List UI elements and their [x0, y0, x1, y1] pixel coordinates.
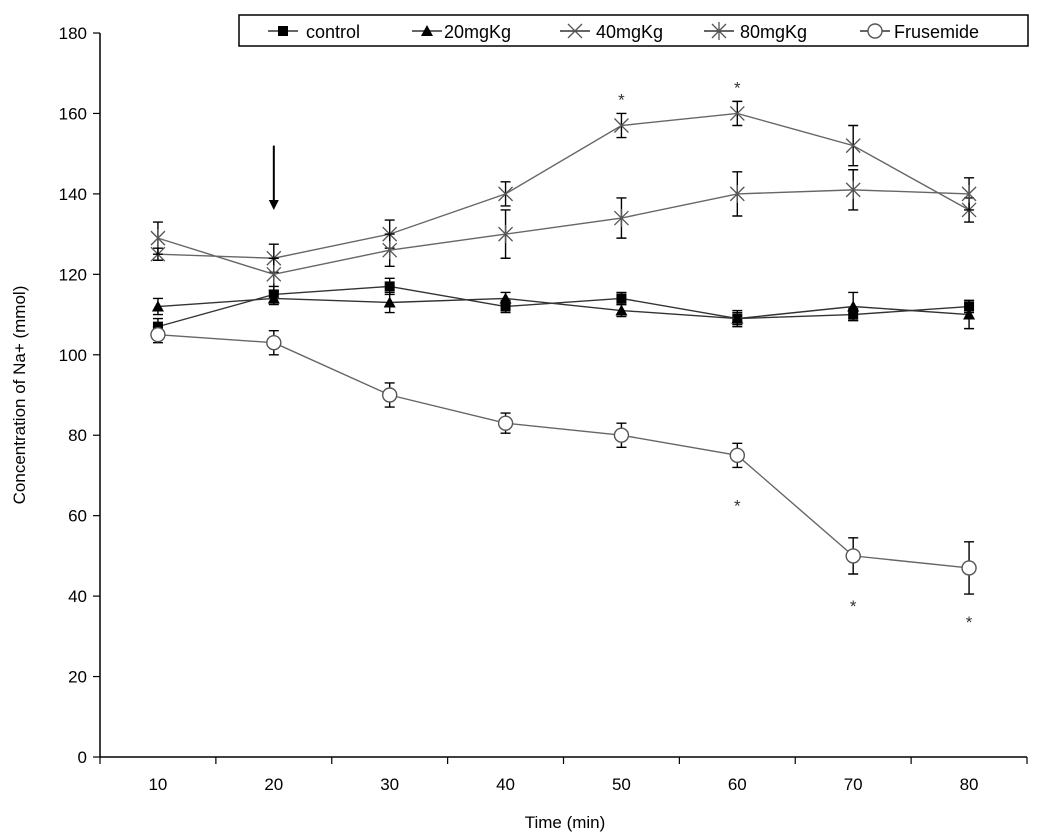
y-tick-label: 140 [59, 185, 87, 204]
y-tick-label: 0 [78, 748, 87, 767]
legend-item-frusemide: Frusemide [860, 22, 979, 42]
point-marker [497, 415, 514, 431]
point-marker [729, 105, 745, 121]
y-axis-title: Concentration of Na+ (mmol) [10, 286, 29, 505]
y-tick-label: 100 [59, 346, 87, 365]
series-20mgkg [151, 291, 976, 330]
series-40mgkg [150, 100, 977, 274]
legend: control 20mgKg 40mgKg 80mgKg Frusemide [238, 14, 1029, 47]
legend-marker-80mgkg [704, 22, 734, 40]
legend-item-control: control [268, 22, 360, 42]
point-marker [150, 229, 166, 248]
legend-label-20mgkg: 20mgKg [444, 22, 511, 42]
y-tick-label: 60 [68, 507, 87, 526]
x-tick-label: 50 [612, 775, 631, 794]
y-tick-label: 80 [68, 426, 87, 445]
point-marker [615, 304, 628, 316]
point-marker [421, 25, 433, 36]
legend-label-40mgkg: 40mgKg [596, 22, 663, 42]
significance-star: * [618, 90, 625, 109]
legend-label-frusemide: Frusemide [894, 22, 979, 42]
point-marker [711, 22, 727, 40]
y-tick-label: 20 [68, 668, 87, 687]
legend-box [238, 14, 1029, 47]
x-axis-title: Time (min) [525, 813, 606, 832]
point-marker [729, 184, 745, 203]
axes [99, 33, 1027, 758]
y-tick-label: 180 [59, 24, 87, 43]
point-marker [384, 281, 395, 292]
point-marker [961, 184, 977, 203]
point-marker [499, 292, 512, 304]
point-marker [267, 292, 280, 304]
x-tick-label: 30 [380, 775, 399, 794]
legend-marker-40mgkg [560, 23, 590, 39]
series-line [157, 189, 970, 276]
legend-item-40mgkg: 40mgKg [560, 22, 663, 42]
point-marker [613, 118, 629, 133]
point-marker [963, 308, 976, 320]
x-tick-label: 60 [728, 775, 747, 794]
point-marker [867, 23, 883, 39]
significance-star: * [966, 613, 973, 632]
point-marker [847, 300, 860, 312]
significance-star: * [734, 497, 741, 516]
point-marker [616, 293, 627, 304]
point-marker [266, 335, 282, 351]
series-line [157, 333, 970, 569]
point-marker [151, 300, 164, 312]
y-tick-label: 160 [59, 104, 87, 123]
point-marker [383, 296, 396, 308]
x-tick-label: 70 [844, 775, 863, 794]
point-marker [729, 447, 746, 464]
point-marker [498, 186, 514, 202]
y-ticks: 0 20 40 60 80 100 120 140 160 180 [59, 24, 100, 767]
point-marker [500, 301, 511, 312]
point-marker [567, 23, 583, 39]
legend-label-80mgkg: 80mgKg [740, 22, 807, 42]
point-marker [845, 138, 861, 154]
point-marker [845, 548, 861, 564]
legend-item-80mgkg: 80mgKg [704, 22, 807, 42]
point-marker [845, 180, 861, 199]
annotation-layer: * * * * * [268, 78, 973, 632]
point-marker [278, 26, 288, 36]
point-marker [266, 265, 282, 284]
significance-star: * [850, 597, 857, 616]
legend-marker-20mgkg [412, 25, 442, 36]
y-tick-label: 120 [59, 265, 87, 284]
x-tick-label: 10 [148, 775, 167, 794]
legend-marker-frusemide [860, 23, 890, 39]
point-marker [731, 312, 744, 324]
series-layer [150, 100, 977, 595]
dose-arrow [268, 145, 279, 210]
x-tick-label: 40 [496, 775, 515, 794]
x-tick-label: 80 [960, 775, 979, 794]
series-frusemide [150, 325, 977, 595]
significance-star: * [734, 78, 741, 97]
legend-marker-control [268, 26, 298, 36]
series-line [157, 297, 970, 320]
point-marker [381, 387, 398, 403]
point-marker [150, 326, 166, 343]
legend-item-20mgkg: 20mgKg [412, 22, 511, 42]
point-marker [961, 560, 977, 576]
point-marker [613, 209, 629, 228]
x-tick-label: 20 [264, 775, 283, 794]
point-marker [613, 427, 630, 443]
series-80mgkg [150, 169, 977, 292]
x-ticks: 10 20 30 40 50 60 70 80 [99, 757, 1028, 794]
series-line [157, 112, 970, 259]
legend-label-control: control [306, 22, 360, 42]
y-tick-label: 40 [68, 587, 87, 606]
series-line [157, 285, 970, 328]
point-marker [498, 225, 514, 244]
point-marker [382, 241, 398, 260]
